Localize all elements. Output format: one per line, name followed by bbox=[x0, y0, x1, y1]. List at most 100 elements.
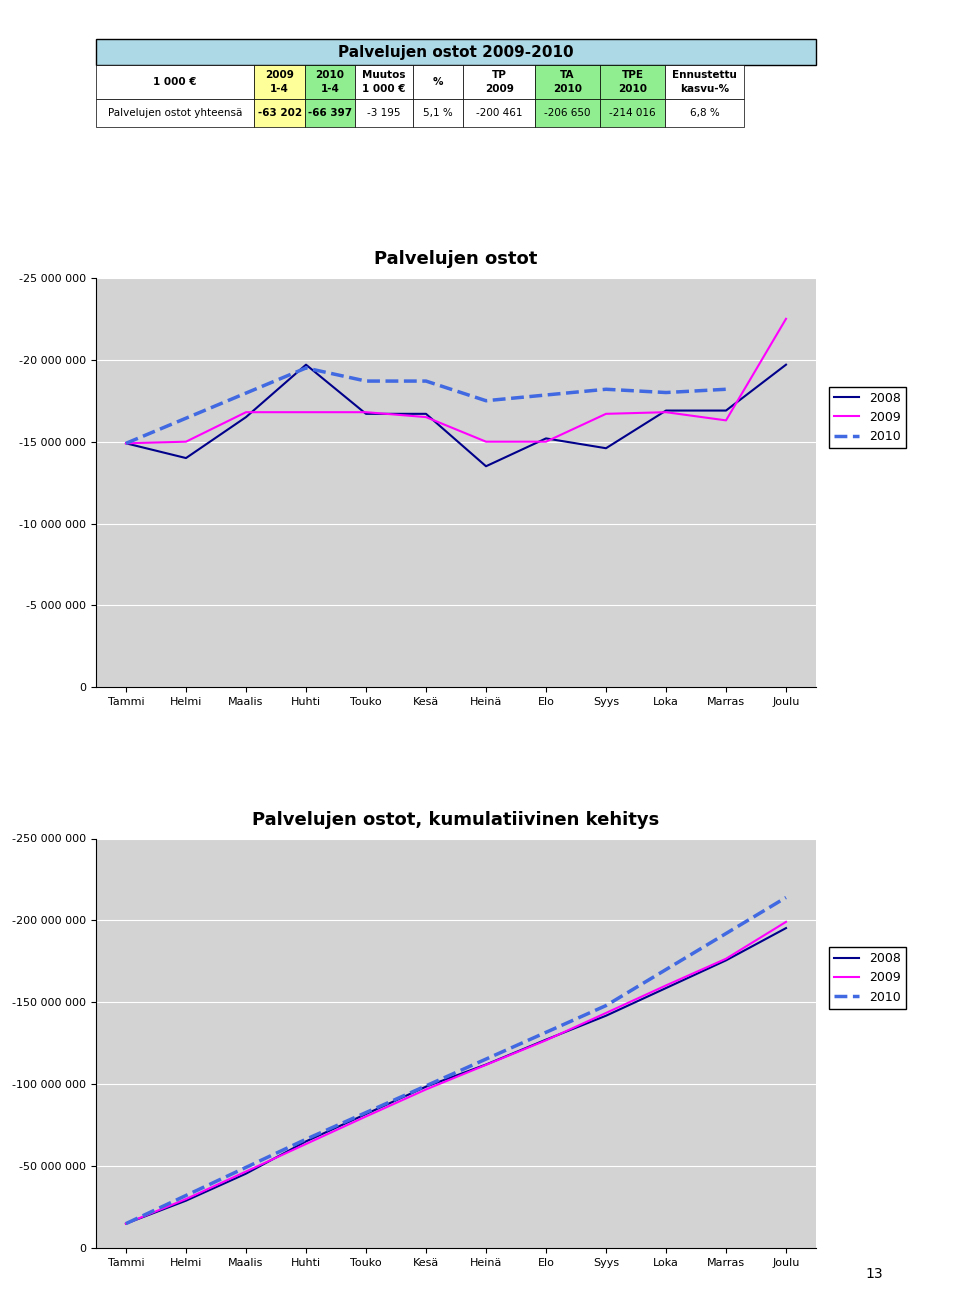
Text: 6,8 %: 6,8 % bbox=[689, 108, 719, 118]
Text: -63 202: -63 202 bbox=[257, 108, 301, 118]
2008 bbox=[240, 1166, 252, 1182]
Bar bbox=[536, 99, 600, 127]
Line: 2010: 2010 bbox=[126, 368, 726, 443]
2009 bbox=[540, 434, 552, 450]
2009 bbox=[120, 1216, 132, 1231]
2010 bbox=[120, 1216, 132, 1231]
Text: TA: TA bbox=[561, 70, 575, 79]
Text: 13: 13 bbox=[866, 1266, 883, 1280]
Text: %: % bbox=[433, 77, 444, 87]
2009 bbox=[360, 1109, 372, 1124]
Text: -200 461: -200 461 bbox=[476, 108, 522, 118]
2010 bbox=[660, 385, 672, 400]
Text: TP: TP bbox=[492, 70, 507, 79]
Text: TPE: TPE bbox=[621, 70, 643, 79]
2008 bbox=[240, 410, 252, 425]
Text: 1 000 €: 1 000 € bbox=[362, 84, 406, 95]
Bar bbox=[600, 65, 664, 99]
Text: 2009: 2009 bbox=[485, 84, 514, 95]
2009 bbox=[420, 1082, 432, 1097]
Bar bbox=[254, 65, 305, 99]
Text: 2010: 2010 bbox=[618, 84, 647, 95]
2008 bbox=[120, 436, 132, 451]
2008 bbox=[780, 920, 792, 936]
2010 bbox=[720, 381, 732, 396]
2008 bbox=[420, 406, 432, 421]
Legend: 2008, 2009, 2010: 2008, 2009, 2010 bbox=[829, 386, 906, 448]
Bar bbox=[96, 65, 254, 99]
Text: -3 195: -3 195 bbox=[368, 108, 400, 118]
2009 bbox=[720, 412, 732, 428]
2008 bbox=[780, 358, 792, 373]
2010 bbox=[600, 998, 612, 1014]
2009 bbox=[300, 1136, 312, 1152]
2009 bbox=[660, 978, 672, 993]
2009 bbox=[180, 1191, 192, 1206]
Bar bbox=[463, 99, 535, 127]
2008 bbox=[600, 1008, 612, 1023]
2008 bbox=[420, 1079, 432, 1095]
2009 bbox=[600, 406, 612, 421]
Bar bbox=[254, 99, 305, 127]
Bar bbox=[664, 99, 744, 127]
Bar bbox=[463, 65, 535, 99]
Bar bbox=[305, 65, 355, 99]
Text: 1-4: 1-4 bbox=[321, 84, 340, 95]
Text: Ennustettu: Ennustettu bbox=[672, 70, 737, 79]
2010 bbox=[480, 393, 492, 408]
2008 bbox=[660, 403, 672, 419]
2008 bbox=[180, 450, 192, 465]
2009 bbox=[780, 311, 792, 326]
Text: Palvelujen ostot 2009-2010: Palvelujen ostot 2009-2010 bbox=[338, 44, 574, 60]
2009 bbox=[480, 434, 492, 450]
Line: 2008: 2008 bbox=[126, 928, 786, 1223]
Text: 1 000 €: 1 000 € bbox=[154, 77, 197, 87]
2010 bbox=[720, 926, 732, 941]
Text: -214 016: -214 016 bbox=[609, 108, 656, 118]
Bar bbox=[413, 99, 464, 127]
2008 bbox=[300, 358, 312, 373]
Title: Palvelujen ostot, kumulatiivinen kehitys: Palvelujen ostot, kumulatiivinen kehitys bbox=[252, 811, 660, 828]
2008 bbox=[480, 459, 492, 474]
Bar bbox=[96, 39, 816, 65]
2010 bbox=[300, 360, 312, 376]
2010 bbox=[420, 373, 432, 389]
Text: Palvelujen ostot yhteensä: Palvelujen ostot yhteensä bbox=[108, 108, 242, 118]
2010 bbox=[300, 1131, 312, 1147]
2009 bbox=[600, 1005, 612, 1020]
2008 bbox=[540, 1032, 552, 1048]
Text: 2010: 2010 bbox=[316, 70, 345, 79]
2008 bbox=[600, 441, 612, 456]
Bar bbox=[413, 65, 464, 99]
Legend: 2008, 2009, 2010: 2008, 2009, 2010 bbox=[829, 948, 906, 1009]
2008 bbox=[720, 403, 732, 419]
Line: 2010: 2010 bbox=[126, 897, 786, 1223]
2008 bbox=[360, 406, 372, 421]
2009 bbox=[300, 404, 312, 420]
Text: -66 397: -66 397 bbox=[308, 108, 352, 118]
Text: 2010: 2010 bbox=[553, 84, 582, 95]
Bar bbox=[600, 99, 664, 127]
Bar bbox=[305, 99, 355, 127]
2010 bbox=[600, 381, 612, 396]
2010 bbox=[780, 889, 792, 905]
Line: 2009: 2009 bbox=[126, 318, 786, 443]
Bar bbox=[355, 65, 413, 99]
2008 bbox=[120, 1216, 132, 1231]
Bar bbox=[96, 99, 254, 127]
Line: 2008: 2008 bbox=[126, 365, 786, 467]
2008 bbox=[540, 430, 552, 446]
2009 bbox=[480, 1057, 492, 1072]
Bar bbox=[536, 65, 600, 99]
2008 bbox=[660, 980, 672, 996]
Line: 2009: 2009 bbox=[126, 922, 786, 1223]
2008 bbox=[360, 1106, 372, 1122]
2009 bbox=[540, 1032, 552, 1048]
2010 bbox=[360, 373, 372, 389]
2009 bbox=[720, 950, 732, 966]
2009 bbox=[420, 410, 432, 425]
Title: Palvelujen ostot: Palvelujen ostot bbox=[374, 250, 538, 268]
2010 bbox=[420, 1078, 432, 1093]
2009 bbox=[660, 404, 672, 420]
2008 bbox=[480, 1057, 492, 1072]
